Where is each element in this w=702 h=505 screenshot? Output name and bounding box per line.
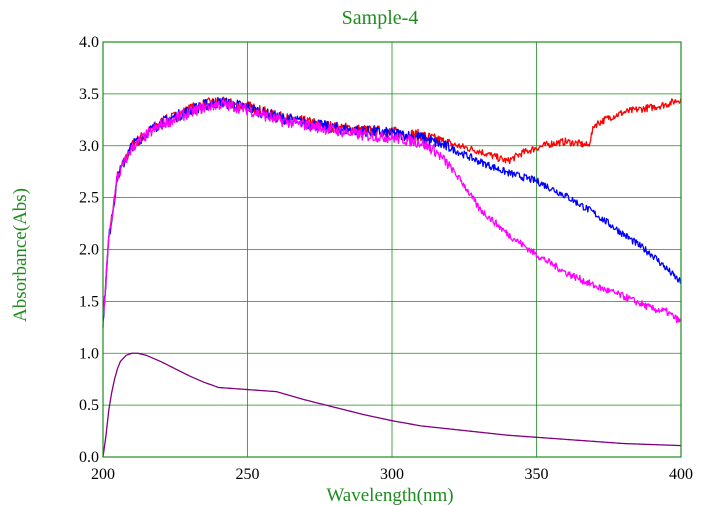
grid [102, 41, 682, 458]
x-tick-label: 250 [236, 466, 260, 483]
x-tick-label: 400 [669, 466, 693, 483]
y-tick-label: 0.0 [79, 449, 99, 466]
y-tick-label: 3.0 [79, 138, 99, 155]
series-line-3 [102, 99, 682, 324]
y-tick-label: 2.5 [79, 190, 99, 207]
x-tick-label: 350 [525, 466, 549, 483]
x-tick-label: 200 [91, 466, 115, 483]
series-lines [102, 96, 682, 458]
y-axis-label: Absorbance(Abs) [10, 188, 31, 322]
x-axis-label: Wavelength(nm) [326, 485, 453, 505]
y-tick-label: 1.0 [79, 345, 99, 362]
tick-labels: 200 250 300 350 400 0.0 0.5 1.0 1.5 2.0 2.5 3.0 3.5 4… [79, 34, 693, 483]
y-tick-label: 2.0 [79, 242, 99, 259]
y-tick-label: 3.5 [79, 86, 99, 103]
y-tick-label: 0.5 [79, 397, 99, 414]
plot-frame [102, 41, 682, 458]
series-line-4 [102, 352, 682, 458]
y-tick-label: 1.5 [79, 293, 99, 310]
y-tick-label: 4.0 [79, 34, 99, 51]
chart-title: Sample-4 [342, 7, 419, 29]
x-tick-label: 300 [380, 466, 404, 483]
